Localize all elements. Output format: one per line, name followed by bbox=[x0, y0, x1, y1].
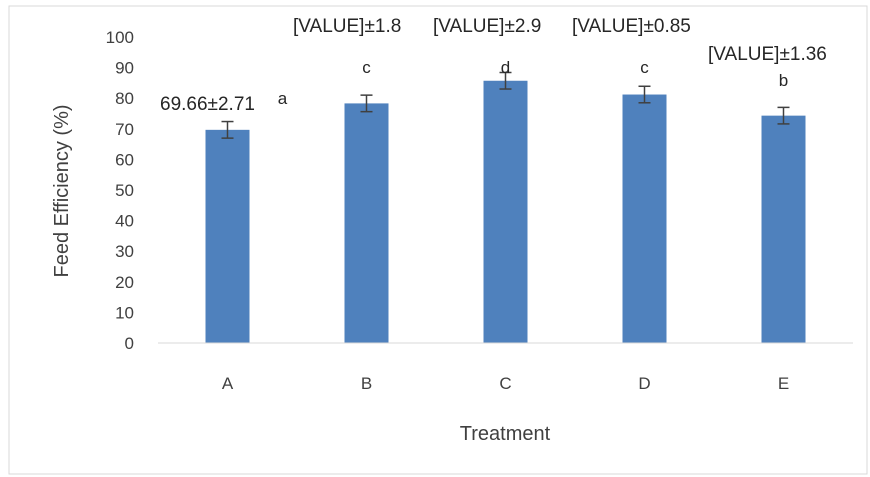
y-tick-label: 100 bbox=[106, 28, 134, 47]
x-tick-label: A bbox=[222, 374, 234, 393]
significance-letter: b bbox=[779, 71, 788, 90]
data-label: 69.66±2.71 bbox=[160, 94, 255, 115]
bar-d bbox=[622, 94, 667, 343]
x-tick-label: E bbox=[778, 374, 789, 393]
significance-letters: a c d c b bbox=[278, 58, 788, 108]
data-labels: 69.66±2.71 [VALUE]±1.8 [VALUE]±2.9 [VALUE]±… bbox=[160, 16, 827, 115]
y-tick-label: 30 bbox=[115, 242, 134, 261]
y-tick-labels: 0 10 20 30 40 50 60 70 80 90 100 bbox=[106, 28, 134, 353]
significance-letter: c bbox=[362, 58, 371, 77]
significance-letter: a bbox=[278, 89, 288, 108]
y-tick-label: 60 bbox=[115, 150, 134, 169]
bar-c bbox=[483, 80, 528, 344]
x-tick-label: B bbox=[361, 374, 372, 393]
x-tick-label: C bbox=[499, 374, 511, 393]
significance-letter: c bbox=[640, 58, 649, 77]
y-tick-label: 10 bbox=[115, 303, 134, 322]
data-label: [VALUE]±1.36 bbox=[708, 44, 827, 65]
y-tick-label: 50 bbox=[115, 181, 134, 200]
bar-e bbox=[761, 115, 806, 343]
error-bars-group bbox=[221, 71, 790, 139]
y-tick-label: 70 bbox=[115, 120, 134, 139]
data-label: [VALUE]±1.8 bbox=[293, 16, 401, 37]
chart-border bbox=[8, 5, 868, 475]
bar-b bbox=[344, 103, 389, 343]
y-tick-label: 90 bbox=[115, 59, 134, 78]
y-tick-label: 20 bbox=[115, 273, 134, 292]
y-tick-label: 40 bbox=[115, 212, 134, 231]
y-tick-label: 0 bbox=[125, 334, 134, 353]
bar-a bbox=[205, 129, 250, 343]
data-label: [VALUE]±0.85 bbox=[572, 16, 691, 37]
x-tick-label: D bbox=[638, 374, 650, 393]
x-tick-labels: A B C D E bbox=[222, 374, 789, 393]
bars-group bbox=[205, 80, 806, 344]
data-label: [VALUE]±2.9 bbox=[433, 16, 541, 37]
y-axis-title: Feed Efficiency (%) bbox=[51, 104, 73, 277]
significance-letter: d bbox=[501, 58, 510, 77]
y-tick-label: 80 bbox=[115, 89, 134, 108]
x-axis-title: Treatment bbox=[460, 423, 551, 445]
